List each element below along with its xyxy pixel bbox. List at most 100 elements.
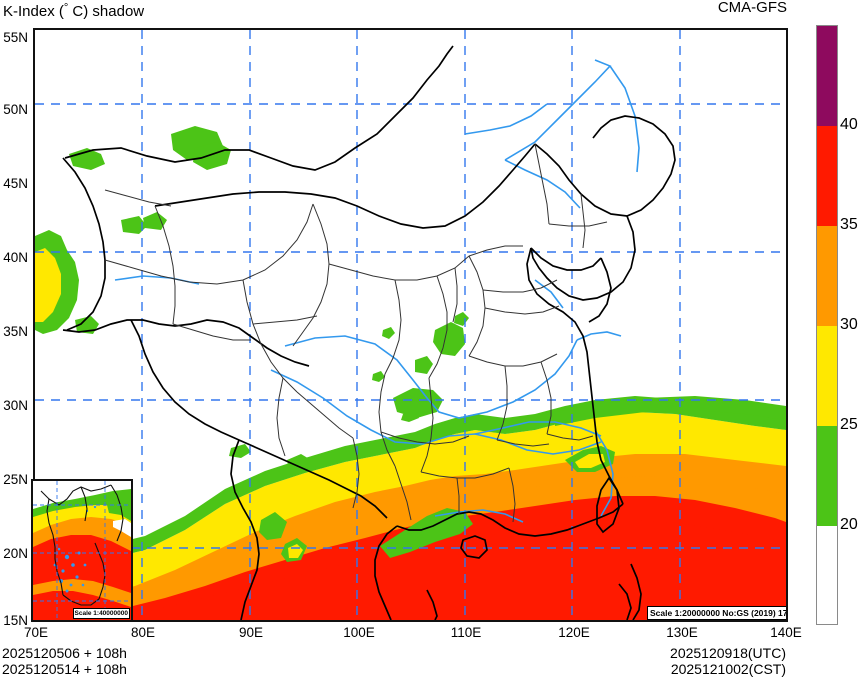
border-mongolia-south bbox=[154, 143, 536, 229]
colorbar-segment-above-40[interactable] bbox=[817, 26, 837, 126]
kindex-tongue-green-south bbox=[380, 508, 473, 558]
colorbar-segment-25-30[interactable] bbox=[817, 326, 837, 426]
colorbar-tick-25: 25 bbox=[840, 416, 858, 433]
colorbar[interactable] bbox=[816, 25, 838, 625]
river-yangtze bbox=[270, 369, 602, 455]
province-boundaries bbox=[104, 143, 608, 523]
inset-scale-stamp: Scale 1:40000000 bbox=[72, 608, 130, 619]
kindex-patch-green-small2 bbox=[382, 327, 395, 339]
coastlines-national bbox=[62, 45, 676, 620]
xtick-100e: 100E bbox=[343, 625, 375, 640]
kindex-patch-green-small4 bbox=[287, 454, 311, 470]
inset-graticule bbox=[33, 481, 131, 620]
kindex-lobe-orange-east bbox=[465, 458, 786, 500]
coast-taiwan bbox=[596, 476, 620, 534]
inset-speckle bbox=[53, 505, 97, 593]
kindex-patch-green-small1 bbox=[372, 371, 385, 382]
prov-b18 bbox=[456, 477, 460, 514]
prov-b14 bbox=[420, 377, 434, 473]
ytick-55n: 55N bbox=[3, 30, 28, 45]
prov-b30 bbox=[352, 437, 360, 509]
prov-b26 bbox=[172, 323, 251, 341]
prov-b16 bbox=[380, 431, 470, 445]
prov-b2 bbox=[154, 205, 176, 325]
kindex-patch-green-small7 bbox=[259, 512, 287, 540]
colorbar-labels: 40 35 30 25 20 bbox=[840, 25, 859, 625]
prov-b10 bbox=[484, 305, 560, 315]
ytick-50n: 50N bbox=[3, 102, 28, 117]
prov-b15 bbox=[378, 373, 396, 467]
coast-southeast bbox=[396, 503, 624, 537]
main-map[interactable]: Scale 1:20000000 No:GS (2019) 1786 bbox=[33, 28, 788, 622]
prov-b29 bbox=[276, 377, 286, 457]
prov-b9 bbox=[482, 279, 558, 293]
colorbar-tick-30: 30 bbox=[840, 316, 858, 333]
coast-shandong-east bbox=[530, 247, 602, 271]
prov-b27 bbox=[252, 315, 318, 325]
border-north-outer bbox=[64, 45, 454, 171]
prov-b22 bbox=[496, 439, 550, 447]
xtick-80e: 80E bbox=[130, 625, 156, 640]
prov-b4 bbox=[292, 203, 330, 347]
prov-b20 bbox=[394, 465, 412, 521]
prov-b11 bbox=[468, 353, 558, 367]
border-india-south bbox=[230, 439, 260, 620]
coast-korea-peninsula bbox=[588, 257, 612, 323]
kindex-band-red-core bbox=[95, 520, 786, 620]
prov-b7 bbox=[428, 275, 448, 379]
coast-luzon bbox=[618, 583, 632, 620]
prov-b24 bbox=[580, 193, 586, 249]
kindex-patch-green-sichuan bbox=[393, 388, 443, 418]
border-xinjiang-nw bbox=[62, 157, 106, 331]
map-canvas bbox=[35, 30, 786, 620]
kindex-patch-green-central bbox=[415, 356, 433, 374]
ytick-20n: 20N bbox=[3, 546, 28, 561]
page-title-prefix: K-Index ( bbox=[3, 3, 64, 20]
rivers bbox=[114, 59, 640, 523]
river-songhua bbox=[504, 159, 581, 209]
colorbar-segment-below-20[interactable] bbox=[817, 526, 837, 624]
colorbar-segment-35-40[interactable] bbox=[817, 126, 837, 226]
kindex-splinter-green-2 bbox=[121, 216, 147, 234]
ytick-30n: 30N bbox=[3, 398, 28, 413]
border-ne-china bbox=[534, 115, 676, 217]
prov-b8 bbox=[468, 255, 486, 357]
inset-canvas bbox=[33, 481, 131, 620]
degree-symbol: ° bbox=[63, 2, 69, 14]
kindex-blob-yellow-taiwan bbox=[575, 454, 605, 468]
prov-b17 bbox=[420, 467, 510, 479]
prov-b23 bbox=[534, 143, 550, 225]
ytick-35n: 35N bbox=[3, 324, 28, 339]
river-heilongjiang-2 bbox=[464, 103, 548, 135]
coast-hainan bbox=[460, 535, 488, 559]
coast-east-china bbox=[526, 247, 624, 505]
colorbar-segment-20-25[interactable] bbox=[817, 426, 837, 526]
river-yangtze-lower bbox=[474, 421, 602, 437]
coast-indochina bbox=[374, 525, 398, 620]
prov-b19 bbox=[508, 467, 516, 523]
kindex-band-green bbox=[35, 396, 786, 590]
inset-coast bbox=[40, 484, 124, 606]
xtick-130e: 130E bbox=[666, 625, 698, 640]
kindex-patch-green-small5 bbox=[229, 444, 251, 458]
river-tarim bbox=[114, 275, 200, 285]
inset-map[interactable]: Scale 1:40000000 bbox=[31, 479, 133, 622]
kindex-splinter-green-5 bbox=[143, 212, 167, 230]
inset-green-notch bbox=[107, 501, 131, 521]
graticule bbox=[35, 30, 786, 620]
prov-b31 bbox=[104, 189, 172, 207]
xtick-110e: 110E bbox=[450, 625, 482, 640]
prov-b28 bbox=[296, 391, 354, 439]
colorbar-segment-30-35[interactable] bbox=[817, 226, 837, 326]
kindex-ridge-green-ne bbox=[555, 396, 786, 426]
river-bohai-in bbox=[534, 279, 564, 309]
kindex-patch-green-yangtze bbox=[433, 322, 465, 356]
border-west-sw bbox=[62, 319, 310, 367]
prov-b13 bbox=[540, 361, 552, 435]
model-label: CMA-GFS bbox=[717, 0, 787, 16]
coast-bohai-korea bbox=[530, 215, 636, 301]
xtick-90e: 90E bbox=[238, 625, 264, 640]
ytick-40n: 40N bbox=[3, 250, 28, 265]
map-scale-stamp: Scale 1:20000000 No:GS (2019) 1786 bbox=[647, 606, 786, 620]
